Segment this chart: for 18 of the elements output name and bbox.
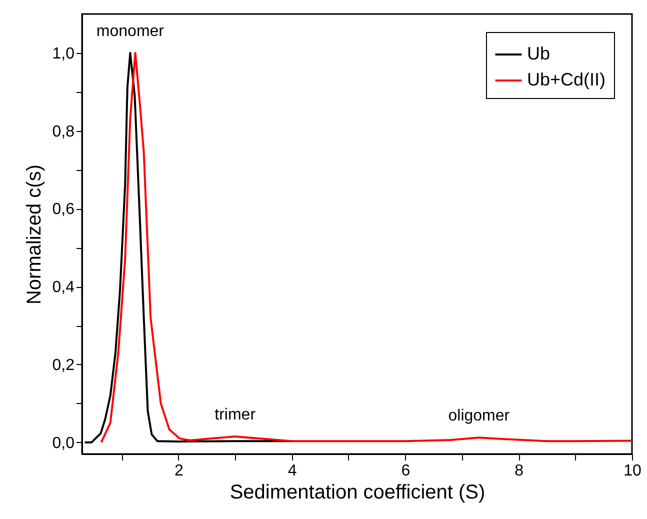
x-axis-title: Sedimentation coefficient (S) <box>230 482 486 504</box>
legend-label: Ub <box>527 44 550 64</box>
x-tick-label: 2 <box>174 462 184 480</box>
y-axis-title: Normalized c(s) <box>23 164 46 305</box>
x-tick-label: 4 <box>288 462 297 480</box>
y-tick-label: 0,6 <box>52 201 75 218</box>
y-tick-label: 0,0 <box>52 434 75 452</box>
y-tick-label: 0,4 <box>52 279 75 296</box>
x-tick-label: 8 <box>514 462 524 480</box>
legend-label: Ub+Cd(II) <box>527 70 606 90</box>
annotation: trimer <box>214 406 256 424</box>
y-tick-label: 0,8 <box>52 123 75 140</box>
y-tick-label: 1,0 <box>52 45 75 62</box>
y-tick-label: 0,2 <box>52 356 75 374</box>
annotation: monomer <box>96 22 165 40</box>
x-tick-label: 10 <box>624 462 642 480</box>
annotation: oligomer <box>448 408 510 425</box>
x-tick-label: 6 <box>401 462 410 480</box>
